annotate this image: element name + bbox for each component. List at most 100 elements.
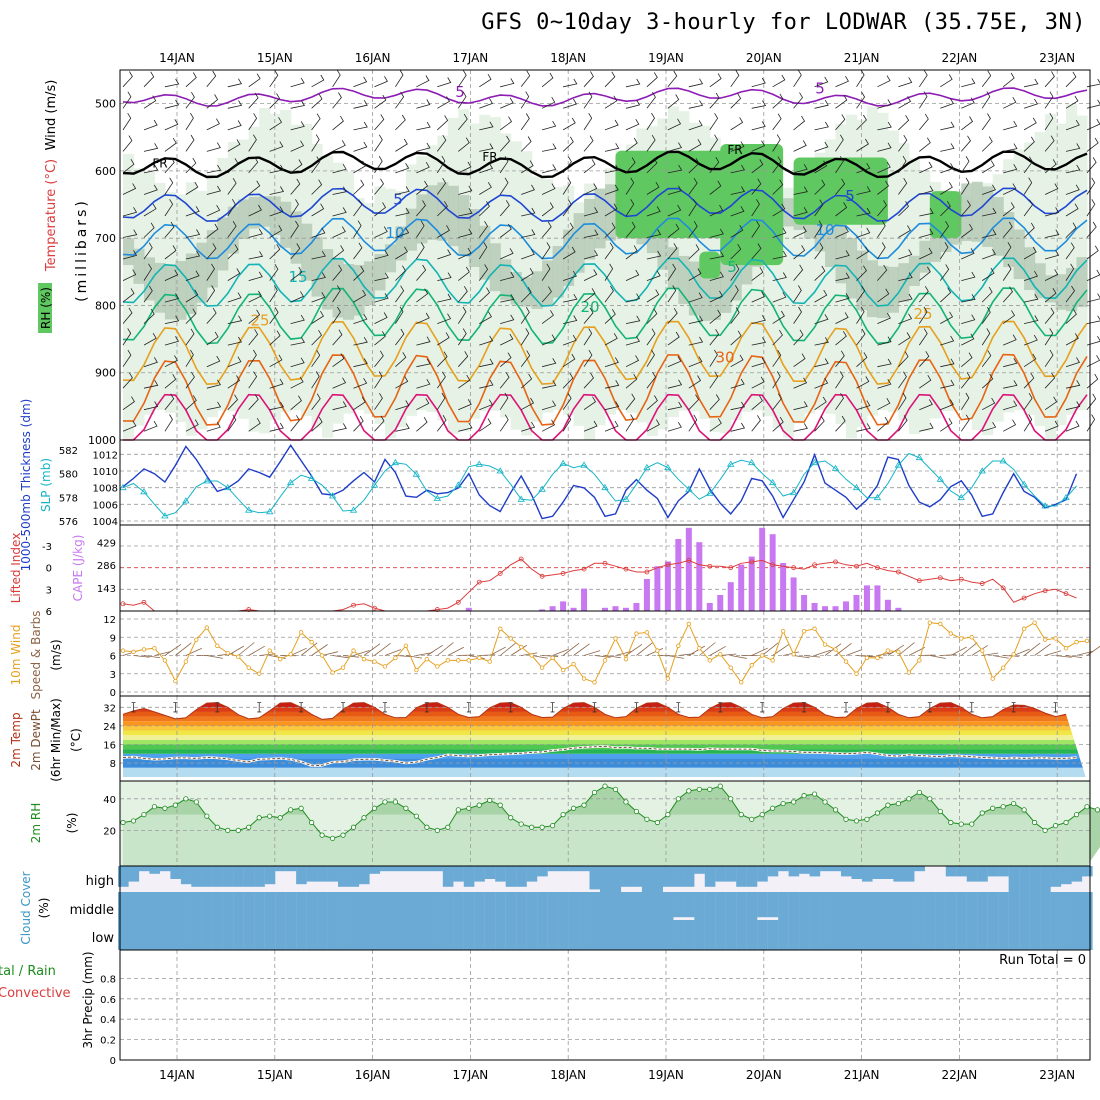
cloud-cell-middle <box>1008 892 1020 920</box>
wind-barb-10m <box>311 644 328 656</box>
wind-speed-point <box>152 646 157 651</box>
wind-barb-10m <box>510 645 527 656</box>
cloud-cell-low <box>432 920 443 950</box>
cloud-cell-middle <box>683 892 695 918</box>
wind-barb <box>625 199 635 217</box>
wind-barb <box>521 207 536 217</box>
lifted-index-point <box>937 575 943 581</box>
wind-barb-10m <box>646 648 664 656</box>
lifted-index-point <box>1042 588 1048 594</box>
wind-speed-point <box>508 636 513 641</box>
wind-barb <box>353 76 368 88</box>
wind-barb <box>604 308 616 324</box>
rh-point <box>696 786 702 792</box>
cloud-cell-middle <box>641 892 653 920</box>
cape-bar <box>654 566 661 611</box>
cloud-cell-low <box>652 920 663 950</box>
wind-barb-10m <box>688 645 706 656</box>
wind-barb <box>940 399 954 411</box>
cloud-cell-middle <box>558 892 569 920</box>
rh-area-mid <box>154 262 166 313</box>
wind-barb <box>688 292 703 303</box>
y-tick-label: 12 <box>103 615 116 626</box>
wind-speed-point <box>162 658 168 663</box>
cloud-cell-high <box>379 866 391 872</box>
wind-barb <box>269 164 285 174</box>
wind-barb <box>751 266 764 281</box>
wind-barb <box>332 353 345 368</box>
wind-barb <box>311 350 321 367</box>
wind-barb <box>458 266 470 281</box>
wind-barb <box>1023 222 1035 238</box>
rh-area-mid <box>961 183 973 242</box>
wind-barb-10m <box>468 655 485 659</box>
wind-barb <box>206 401 222 411</box>
wind-barb-10m <box>1003 655 1020 657</box>
cloud-cell-middle <box>222 892 234 920</box>
wind-barb <box>269 225 283 238</box>
wind-barb <box>311 393 321 410</box>
wind-barb-10m <box>929 655 946 659</box>
wind-barb <box>709 228 724 238</box>
rh-area-mid <box>458 195 470 256</box>
y-tick-label: 32 <box>103 703 116 714</box>
wind-barb <box>164 374 177 389</box>
lifted-index-point <box>895 569 901 575</box>
rh-area-mid <box>573 213 585 273</box>
wind-speed-point <box>938 621 943 627</box>
temp-band <box>123 735 1087 740</box>
rh-area-mid <box>374 254 386 291</box>
temp-minmax-bar <box>257 702 262 713</box>
cloud-cell-middle <box>411 892 422 920</box>
ylabel-minmax: (6hr Min/Max) <box>49 698 63 782</box>
cloud-cell-high <box>893 866 904 882</box>
rh-area-mid <box>521 277 533 307</box>
cloud-cell-low <box>118 920 129 950</box>
wind-barb <box>311 292 326 303</box>
wind-barb <box>143 357 158 368</box>
rh-area-light <box>772 191 784 428</box>
wind-barb <box>185 270 200 281</box>
wind-barb <box>793 163 808 174</box>
wind-speed-point <box>655 648 660 653</box>
cape-bar <box>696 542 703 611</box>
wind-barb <box>961 97 975 109</box>
wind-speed-point <box>676 643 681 648</box>
isotherm-10 <box>122 217 1088 260</box>
lifted-index-point <box>351 602 356 608</box>
upper-yunit-group: (millibars) <box>74 198 90 302</box>
cloud-cell-low <box>1019 920 1030 950</box>
wind-barb <box>479 143 494 152</box>
wind-barb <box>1065 357 1081 368</box>
temp-minmax-bar <box>341 702 346 713</box>
slp-point <box>999 457 1007 464</box>
wind-barb <box>919 374 932 389</box>
wind-barb <box>961 294 976 303</box>
wind-barb <box>1045 229 1060 238</box>
wind-speed-point <box>686 621 692 627</box>
cape-bar <box>622 607 629 611</box>
wind-barb <box>646 395 658 411</box>
wind-barb <box>1044 328 1054 346</box>
cloud-cell-low <box>715 920 726 950</box>
wind-barb <box>709 329 720 346</box>
cloud-cell-middle <box>956 892 967 920</box>
wind-barb <box>940 418 953 432</box>
temp-band <box>123 707 1087 712</box>
wind-barb <box>479 163 494 174</box>
cape-bar <box>717 595 724 611</box>
cloud-cell-low <box>275 920 286 950</box>
wind-barb <box>479 358 494 368</box>
cloud-cell-high <box>631 866 643 887</box>
rh-area-light <box>227 142 239 412</box>
wind-barb <box>814 396 827 411</box>
wind-barb <box>961 271 976 281</box>
wind-barb <box>248 156 259 174</box>
rh-point <box>675 796 681 802</box>
cloud-cell-middle <box>390 892 402 920</box>
wind-barb <box>667 223 680 238</box>
wind-barb <box>353 242 363 260</box>
wind-barb <box>122 71 133 88</box>
wind-barb <box>563 293 578 303</box>
y-tick-label: 8 <box>110 759 116 770</box>
